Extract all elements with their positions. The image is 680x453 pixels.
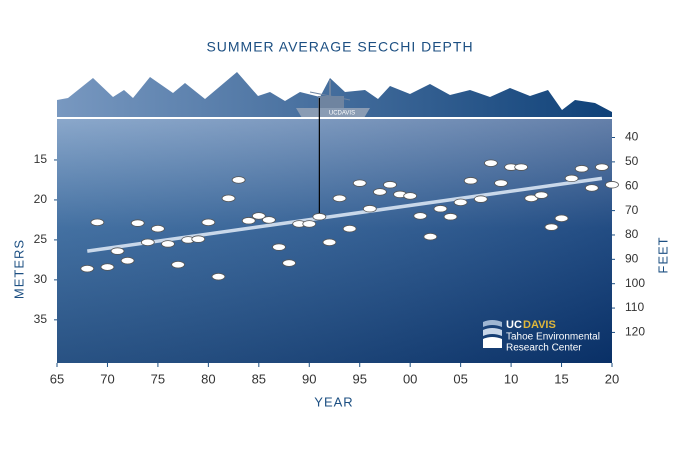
x-tick-label: 20 <box>605 371 619 386</box>
data-point <box>373 188 387 196</box>
x-tick-label: 15 <box>554 371 568 386</box>
x-tick-label: 65 <box>50 371 64 386</box>
data-point <box>312 213 327 221</box>
y-tick-label: 20 <box>34 192 48 206</box>
data-point <box>282 259 296 267</box>
x-tick-label: 80 <box>201 371 215 386</box>
y2-tick-label: 110 <box>625 300 644 314</box>
data-point <box>605 181 619 189</box>
data-point <box>433 205 448 213</box>
data-point <box>564 174 579 183</box>
data-point <box>342 225 357 233</box>
data-point <box>302 220 317 228</box>
data-point <box>120 256 135 265</box>
data-point <box>221 194 236 203</box>
data-point <box>473 195 488 203</box>
logo-line: Research Center <box>506 343 582 354</box>
data-point <box>191 235 206 243</box>
data-point <box>514 163 529 171</box>
y-tick-label: 35 <box>34 312 48 326</box>
data-point <box>272 243 286 251</box>
data-point <box>140 238 155 246</box>
data-point <box>231 176 246 184</box>
x-tick-label: 95 <box>352 371 366 386</box>
y2-tick-label: 100 <box>625 276 645 290</box>
data-point <box>130 219 145 227</box>
data-point <box>595 163 609 171</box>
data-point <box>322 238 337 246</box>
y2-tick-label: 70 <box>625 203 639 217</box>
x-tick-label: 00 <box>403 371 417 386</box>
trend-line <box>87 176 603 253</box>
data-point <box>453 198 468 207</box>
data-point <box>534 191 549 199</box>
x-tick-label: 05 <box>453 371 467 386</box>
data-point <box>383 181 397 189</box>
data-point <box>413 212 428 220</box>
data-point <box>110 247 125 255</box>
data-point <box>80 264 95 273</box>
data-point <box>241 217 256 225</box>
y2-tick-label: 80 <box>625 227 639 241</box>
data-point <box>171 260 185 269</box>
y-tick-label: 25 <box>34 232 48 246</box>
y2-tick-label: 90 <box>625 252 639 266</box>
y-axis-label: METERS <box>11 239 26 299</box>
x-tick-label: 90 <box>302 371 316 386</box>
x-tick-label: 70 <box>100 371 114 386</box>
boat-label: UCDAVIS <box>329 111 355 117</box>
data-point <box>463 177 478 185</box>
data-point <box>443 213 458 221</box>
x-tick-label: 75 <box>151 371 165 386</box>
data-point <box>251 212 266 220</box>
data-point <box>100 263 115 271</box>
x-tick-label: 10 <box>504 371 518 386</box>
logo-uc: UC <box>506 319 522 331</box>
data-point <box>352 179 367 187</box>
data-point <box>423 233 438 241</box>
data-point <box>90 218 105 227</box>
y2-axis-label: FEET <box>655 236 670 273</box>
data-point <box>584 184 599 192</box>
data-point <box>524 194 539 203</box>
logo: UC DAVIS Tahoe Environmental Research Ce… <box>483 319 600 354</box>
y2-tick-label: 120 <box>625 325 645 339</box>
data-point <box>262 216 276 224</box>
data-point <box>362 205 377 213</box>
logo-line: Tahoe Environmental <box>506 332 600 343</box>
data-point <box>403 192 418 200</box>
data-point <box>554 214 569 223</box>
x-axis-label: YEAR <box>314 394 353 409</box>
data-point <box>161 240 175 248</box>
data-point <box>544 223 559 231</box>
data-point <box>574 165 589 173</box>
boat: UCDAVIS <box>296 80 370 118</box>
mountains <box>57 72 612 118</box>
data-point <box>484 159 498 167</box>
data-point <box>151 225 165 233</box>
x-tick-label: 85 <box>252 371 266 386</box>
y2-tick-label: 50 <box>625 154 639 168</box>
data-point <box>211 272 226 281</box>
data-point <box>332 194 347 203</box>
logo-davis: DAVIS <box>523 319 556 331</box>
data-point <box>494 179 508 187</box>
y2-tick-label: 60 <box>625 178 639 192</box>
y2-tick-label: 40 <box>625 130 639 144</box>
y-tick-label: 30 <box>34 272 48 286</box>
y-tick-label: 15 <box>34 152 48 166</box>
data-point <box>201 218 216 227</box>
chart-title: SUMMER AVERAGE SECCHI DEPTH <box>206 39 473 55</box>
